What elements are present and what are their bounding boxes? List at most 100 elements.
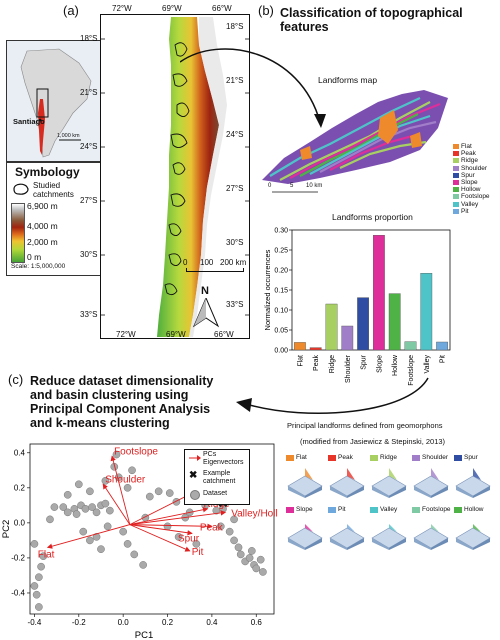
- eigenvector-label: Footslope: [114, 446, 158, 457]
- eigenvector-pit: [129, 524, 191, 552]
- dataset-point: [86, 536, 94, 545]
- legend-label: Hollow: [461, 186, 481, 194]
- bar-ytick-label: 0.10: [274, 308, 288, 315]
- thumbnail-label: Flat: [296, 454, 307, 461]
- thumbnail-swatch: [454, 454, 462, 461]
- legend-item-spur: Spur: [453, 172, 490, 179]
- scalebar-label-0: 0: [183, 258, 188, 267]
- panel-c-label: (c): [8, 372, 24, 387]
- dataset-point: [130, 550, 139, 559]
- lon-bottom-1: 72°W: [116, 330, 136, 339]
- dataset-point: [97, 545, 105, 554]
- map-scale-0: 0: [268, 183, 272, 189]
- principal-source: (modified from Jasiewicz & Stepinski, 20…: [300, 437, 446, 446]
- legend-item-peak: Peak: [453, 150, 490, 157]
- dataset-point: [30, 582, 39, 590]
- catchments-label: Studied catchments: [33, 181, 74, 199]
- dataset-point: [32, 590, 41, 599]
- north-arrow-icon: [192, 298, 220, 328]
- bar-category-label: Footslope: [408, 355, 415, 386]
- lat-right-3: 24°S: [226, 130, 244, 139]
- thumbnail-swatch: [286, 506, 294, 513]
- inset-scale-label: 1,000 km: [57, 133, 80, 139]
- thumbnail-caption-slope: Slope: [286, 506, 313, 513]
- dataset-point: [74, 480, 83, 489]
- eigenvector-shoulder: [102, 483, 131, 525]
- legend-swatch: [453, 165, 459, 171]
- thumbnail-footslope: [412, 516, 450, 550]
- bar-category-label: Shoulder: [345, 354, 352, 383]
- thumbnail-swatch: [370, 506, 378, 513]
- dataset-point: [139, 561, 147, 569]
- bar-spur: [357, 297, 369, 351]
- legend-swatch: [453, 144, 459, 150]
- lat-right-1: 18°S: [226, 22, 244, 31]
- elevation-colorbar: [11, 203, 25, 263]
- eigenvector-label: Valley/Hollow: [231, 508, 278, 519]
- north-label: N: [201, 285, 209, 297]
- bar-footslope: [404, 341, 417, 351]
- landforms-legend: Flat Peak Ridge Shoulder Spur Slope Holl…: [453, 143, 490, 215]
- panel-c-title-2: and basin clustering using: [30, 388, 189, 402]
- lat-left-3: 24°S: [80, 142, 98, 151]
- legend-swatch: [453, 201, 459, 207]
- thumbnail-caption-valley: Valley: [370, 506, 397, 513]
- thumbnail-label: Slope: [296, 506, 313, 513]
- eigenvector-spur: [129, 524, 193, 536]
- dataset-point: [165, 489, 174, 497]
- bar-ridge: [325, 303, 338, 351]
- lon-top-3: 66°W: [212, 4, 232, 13]
- landforms-proportion-chart: 0.00 0.05 0.10 0.15 0.20 0.25 0.30 Flat Peak Ridg…: [263, 228, 451, 386]
- legend-label: Ridge: [461, 157, 478, 165]
- pca-ytick-label: -0.4: [11, 588, 25, 597]
- legend-label: Spur: [461, 171, 475, 179]
- lat-left-1: 18°S: [80, 34, 98, 43]
- dataset-point: [123, 540, 132, 548]
- legend-item-flat: Flat: [453, 143, 490, 150]
- landforms-map-title: Landforms map: [318, 75, 378, 85]
- thumbnail-slope: [286, 516, 324, 550]
- thumbnail-swatch: [412, 506, 420, 513]
- legend-swatch: [453, 194, 459, 200]
- thumbnail-caption-shoulder: Shoulder: [412, 454, 448, 461]
- bar-category-label: Ridge: [329, 355, 336, 373]
- thumbnail-caption-footslope: Footslope: [412, 506, 451, 513]
- landforms-map: [262, 90, 448, 193]
- bar-category-label: Hollow: [392, 354, 399, 376]
- dataset-point: [92, 508, 101, 517]
- dataset-point: [88, 503, 96, 511]
- dataset-point: [174, 533, 183, 541]
- dataset-point: [236, 550, 245, 559]
- legend-catchment: catchment: [203, 478, 236, 485]
- legend-eigenvectors: Eigenvectors: [203, 459, 244, 466]
- bar-ytick-label: 0.25: [274, 248, 288, 255]
- example-x-icon: ✖: [189, 470, 198, 481]
- dataset-point: [46, 515, 54, 524]
- bar-ytick-label: 0.20: [274, 268, 288, 275]
- pca-legend-box: PCs Eigenvectors ✖ Example catchment Dat…: [184, 449, 250, 505]
- legend-swatch: [453, 158, 459, 164]
- principal-landforms-grid: Flat Peak Ridge Shoulder Spur Slope Pit Valley F…: [286, 454, 496, 556]
- eigenvector-footslope: [110, 455, 131, 525]
- symbology-box: Symbology Studied catchments 6,900 m 4,0…: [6, 162, 101, 276]
- legend-item-hollow: Hollow: [453, 186, 490, 193]
- legend-label: Peak: [461, 150, 476, 158]
- dataset-point: [259, 568, 267, 576]
- bar-category-label: Spur: [361, 354, 368, 369]
- lat-left-6: 33°S: [80, 310, 98, 319]
- bar-pit: [436, 341, 448, 351]
- eigenvector-peak: [129, 523, 213, 529]
- inset-map: Santiago 1,000 km: [6, 40, 101, 162]
- bar-flat: [294, 342, 306, 351]
- lat-left-2: 21°S: [80, 88, 98, 97]
- lat-right-6: 33°S: [226, 300, 244, 309]
- pca-ytick-label: 0.0: [14, 518, 26, 527]
- thumbnail-flat: [286, 464, 324, 498]
- panel-c-title-1: Reduce dataset dimensionality: [30, 374, 214, 388]
- panel-b-title-1: Classification of topographical: [280, 6, 463, 20]
- dataset-point: [225, 527, 234, 536]
- chile-topography-map: [101, 17, 249, 337]
- dataset-point: [230, 536, 238, 545]
- legend-item-shoulder: Shoulder: [453, 165, 490, 172]
- lon-top-1: 72°W: [112, 4, 132, 13]
